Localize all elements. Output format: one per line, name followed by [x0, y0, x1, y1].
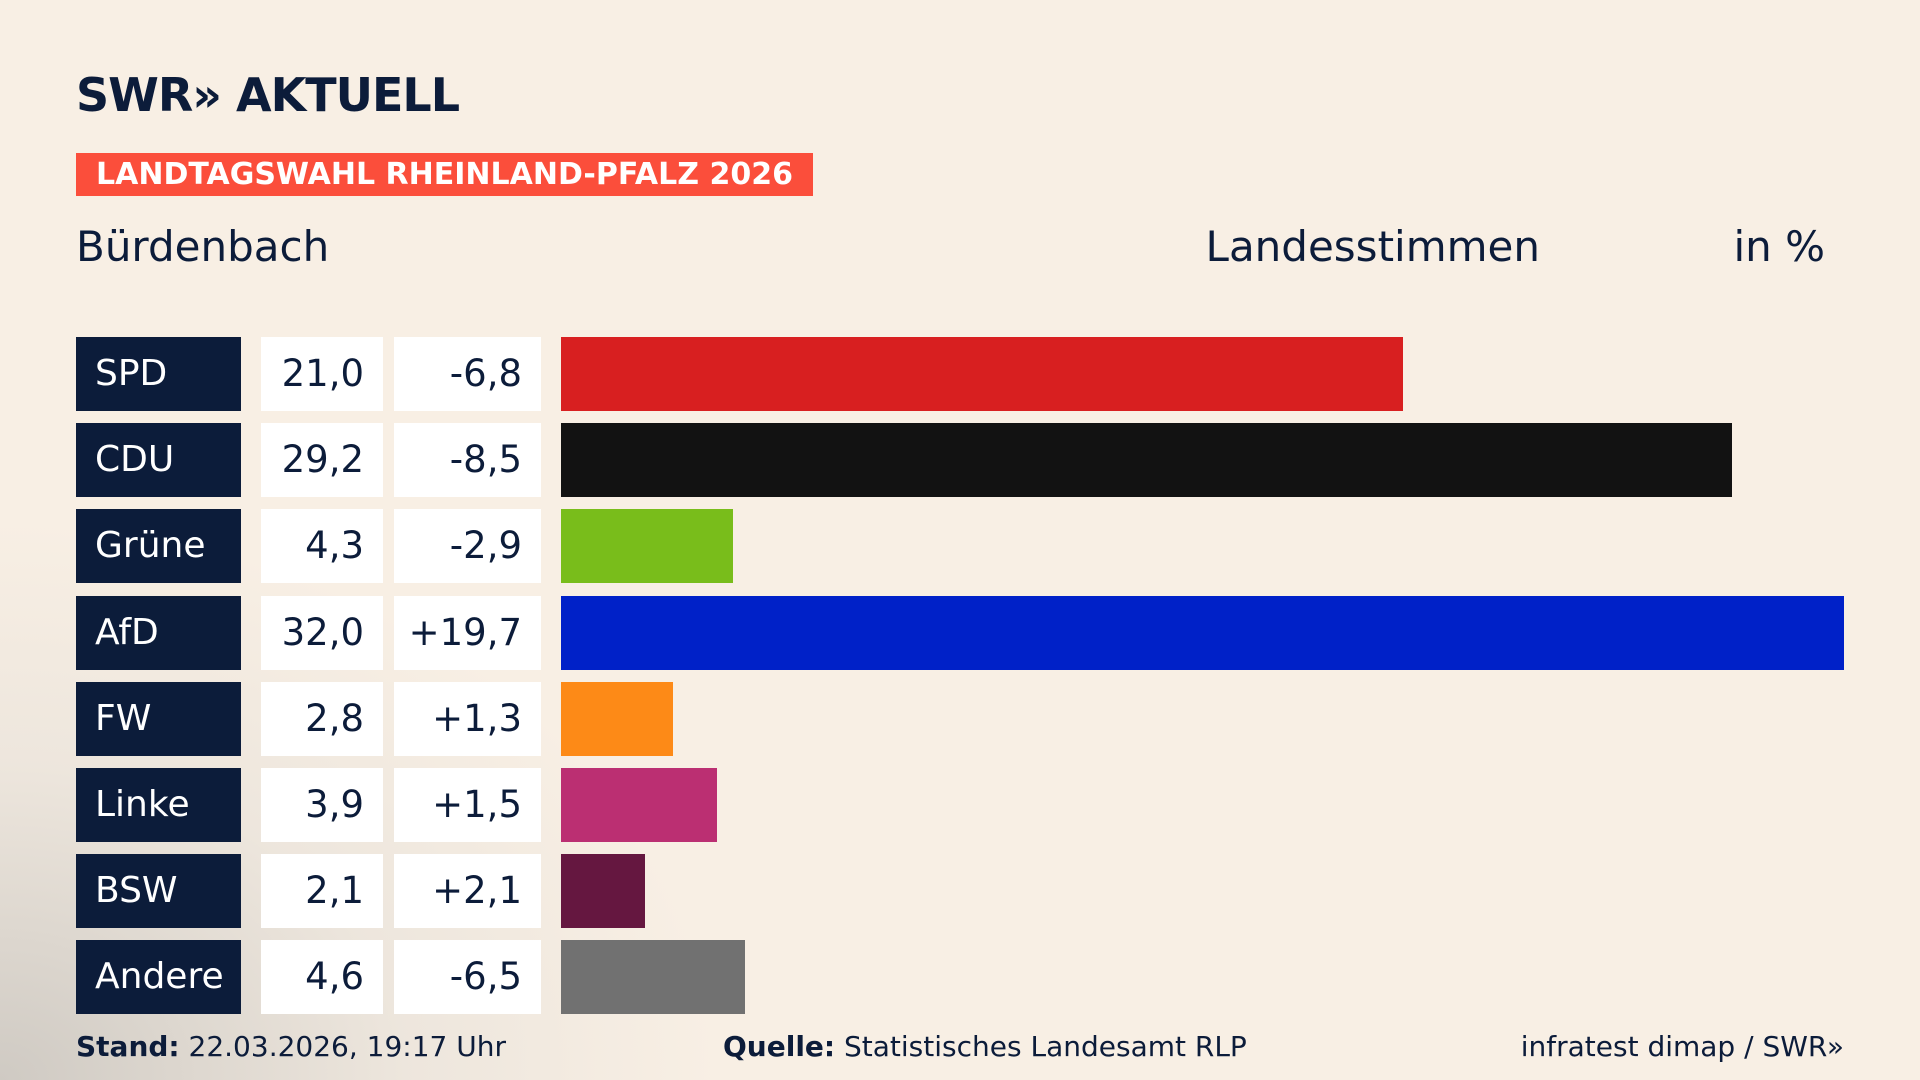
source-label: Quelle:	[723, 1030, 836, 1063]
footer-stand: Stand: 22.03.2026, 19:17 Uhr	[76, 1030, 506, 1063]
bar	[561, 768, 718, 842]
change-label: -6,5	[394, 940, 541, 1015]
party-label: Grüne	[76, 509, 241, 584]
change-label: +1,5	[394, 768, 541, 842]
party-label: Andere	[76, 940, 241, 1015]
value-label: 29,2	[261, 423, 383, 498]
change-label: -8,5	[394, 423, 541, 498]
change-label: +2,1	[394, 854, 541, 929]
bar	[561, 509, 734, 584]
bar	[561, 423, 1732, 498]
stand-label: Stand:	[76, 1030, 180, 1063]
election-banner: LANDTAGSWAHL RHEINLAND-PFALZ 2026	[76, 153, 813, 196]
bar	[561, 681, 674, 756]
source-value: Statistisches Landesamt RLP	[844, 1030, 1247, 1063]
measure-label: Landesstimmen	[1205, 222, 1540, 271]
footer-source: Quelle: Statistisches Landesamt RLP	[723, 1030, 1247, 1063]
change-label: +1,3	[394, 681, 541, 756]
party-label: CDU	[76, 423, 241, 498]
value-label: 3,9	[261, 768, 383, 842]
bar	[561, 854, 646, 929]
place-title: Bürdenbach	[76, 222, 330, 271]
bar	[561, 337, 1403, 411]
swr-aktuell-logo: SWR» AKTUELL	[76, 68, 460, 122]
value-label: 2,1	[261, 854, 383, 929]
bar	[561, 595, 1844, 670]
change-label: -2,9	[394, 509, 541, 584]
value-label: 4,3	[261, 509, 383, 584]
change-label: -6,8	[394, 337, 541, 411]
value-label: 21,0	[261, 337, 383, 411]
stand-value: 22.03.2026, 19:17 Uhr	[188, 1030, 506, 1063]
bar	[561, 940, 746, 1015]
change-label: +19,7	[394, 595, 541, 670]
party-label: SPD	[76, 337, 241, 411]
party-label: Linke	[76, 768, 241, 842]
party-label: FW	[76, 681, 241, 756]
footer-credit: infratest dimap / SWR»	[1520, 1030, 1844, 1063]
unit-label: in %	[1733, 222, 1825, 271]
party-label: BSW	[76, 854, 241, 929]
value-label: 32,0	[261, 595, 383, 670]
value-label: 4,6	[261, 940, 383, 1015]
party-label: AfD	[76, 595, 241, 670]
value-label: 2,8	[261, 681, 383, 756]
